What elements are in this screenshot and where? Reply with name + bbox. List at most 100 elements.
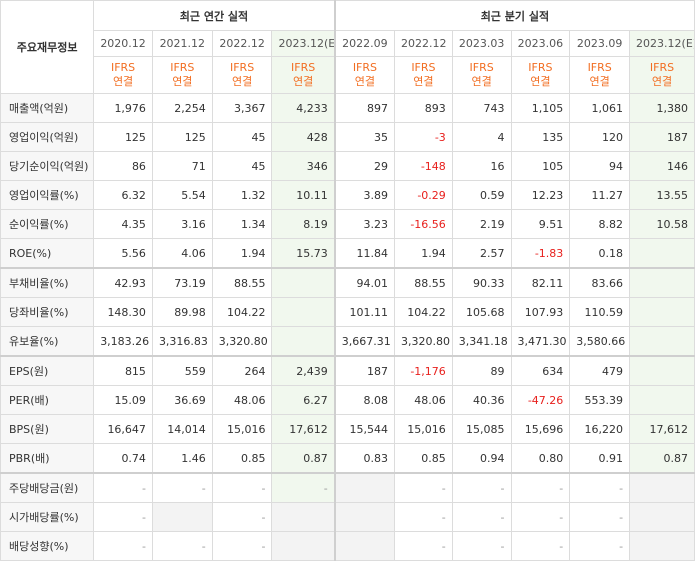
table-cell: 10.11: [271, 180, 336, 210]
table-cell: -: [93, 531, 153, 561]
table-cell: 2,439: [271, 355, 336, 386]
table-cell: 1.32: [211, 180, 273, 210]
table-cell: 110.59: [569, 297, 631, 327]
table-cell: 3,471.30: [510, 326, 571, 357]
table-cell: 0.87: [629, 443, 695, 474]
row-label: 배당성향(%): [0, 531, 95, 561]
table-cell: 1,976: [93, 93, 153, 123]
table-cell: 120: [569, 122, 631, 152]
table-cell: 105: [510, 151, 571, 181]
table-cell: -: [93, 502, 153, 532]
table-cell: 3,320.80: [211, 326, 273, 357]
period-header: 2020.12: [93, 30, 153, 57]
table-row: 시가배당률(%) - - - - - -: [0, 502, 695, 532]
ifrs-label: IFRS 연결: [629, 56, 695, 94]
table-cell: 3,367: [211, 93, 273, 123]
table-cell: 12.23: [510, 180, 571, 210]
table-cell: -: [394, 502, 453, 532]
row-label: BPS(원): [0, 414, 95, 444]
ifrs-label: IFRS 연결: [271, 56, 336, 94]
table-cell: 1.46: [151, 443, 213, 474]
table-cell: 73.19: [151, 267, 213, 298]
table-row: EPS(원) 815 559 264 2,439 187 -1,176 89 634 479: [0, 355, 695, 386]
table-cell: 15,696: [510, 414, 571, 444]
table-row: 유보율(%) 3,183.26 3,316.83 3,320.80 3,667.31 3,…: [0, 326, 695, 357]
table-cell: -: [151, 472, 213, 503]
table-row: ROE(%) 5.56 4.06 1.94 15.73 11.84 1.94 2.57 -1.8…: [0, 238, 695, 269]
table-cell: 104.22: [211, 297, 273, 327]
table-cell: 48.06: [394, 385, 453, 415]
period-header: 2022.09: [334, 30, 396, 57]
table-cell: 1,380: [629, 93, 695, 123]
table-cell: 135: [510, 122, 571, 152]
table-cell: [629, 472, 695, 503]
table-cell: 101.11: [334, 297, 396, 327]
table-cell: [271, 531, 336, 561]
table-cell: 0.94: [451, 443, 512, 474]
ifrs-label: IFRS 연결: [569, 56, 631, 94]
table-cell: [629, 267, 695, 298]
period-header: 2023.12(E): [271, 30, 336, 57]
annual-title: 최근 연간 실적: [93, 0, 336, 31]
quarter-title: 최근 분기 실적: [334, 0, 695, 31]
table-cell: 48.06: [211, 385, 273, 415]
table-cell: [151, 502, 213, 532]
table-cell: [629, 238, 695, 269]
table-cell: 893: [394, 93, 453, 123]
period-header: 2022.12: [394, 30, 453, 57]
row-label: 매출액(억원): [0, 93, 95, 123]
table-cell: 15,016: [394, 414, 453, 444]
table-cell: -: [93, 472, 153, 503]
table-cell: 2,254: [151, 93, 213, 123]
table-cell: -47.26: [510, 385, 571, 415]
table-cell: [629, 385, 695, 415]
table-row: 영업이익(억원) 125 125 45 428 35 -3 4 135 120 187: [0, 122, 695, 152]
table-cell: 94: [569, 151, 631, 181]
table-row: 매출액(억원) 1,976 2,254 3,367 4,233 897 893 743 1,10…: [0, 93, 695, 123]
table-cell: 428: [271, 122, 336, 152]
table-cell: -: [451, 502, 512, 532]
table-cell: 13.55: [629, 180, 695, 210]
table-cell: [271, 267, 336, 298]
table-cell: 148.30: [93, 297, 153, 327]
table-cell: 86: [93, 151, 153, 181]
table-cell: -: [451, 472, 512, 503]
table-cell: [629, 355, 695, 386]
table-cell: 3,320.80: [394, 326, 453, 357]
table-row: BPS(원) 16,647 14,014 15,016 17,612 15,544 15,0…: [0, 414, 695, 444]
table-cell: -: [151, 531, 213, 561]
table-cell: 8.08: [334, 385, 396, 415]
table-cell: [629, 326, 695, 357]
table-cell: 8.19: [271, 209, 336, 239]
ifrs-label: IFRS 연결: [151, 56, 213, 94]
table-cell: 8.82: [569, 209, 631, 239]
table-cell: -: [394, 472, 453, 503]
row-label: 영업이익(억원): [0, 122, 95, 152]
table-cell: -0.29: [394, 180, 453, 210]
table-cell: 2.19: [451, 209, 512, 239]
ifrs-label: IFRS 연결: [510, 56, 571, 94]
table-cell: 88.55: [211, 267, 273, 298]
table-row: PBR(배) 0.74 1.46 0.85 0.87 0.83 0.85 0.94 0.80 0.…: [0, 443, 695, 474]
table-cell: 89.98: [151, 297, 213, 327]
period-header: 2023.03: [451, 30, 512, 57]
table-cell: 0.80: [510, 443, 571, 474]
table-cell: 4.06: [151, 238, 213, 269]
row-label: 시가배당률(%): [0, 502, 95, 532]
table-cell: 3,667.31: [334, 326, 396, 357]
table-cell: 815: [93, 355, 153, 386]
table-cell: 83.66: [569, 267, 631, 298]
table-cell: 89: [451, 355, 512, 386]
table-cell: 1,105: [510, 93, 571, 123]
table-cell: [334, 502, 396, 532]
table-cell: 125: [151, 122, 213, 152]
table-cell: 17,612: [271, 414, 336, 444]
table-cell: 553.39: [569, 385, 631, 415]
table-cell: -: [271, 472, 336, 503]
table-cell: [271, 502, 336, 532]
row-label-header: 주요재무정보: [0, 0, 95, 94]
row-label: 유보율(%): [0, 326, 95, 357]
table-cell: -: [510, 531, 571, 561]
table-cell: [334, 472, 396, 503]
table-cell: 71: [151, 151, 213, 181]
